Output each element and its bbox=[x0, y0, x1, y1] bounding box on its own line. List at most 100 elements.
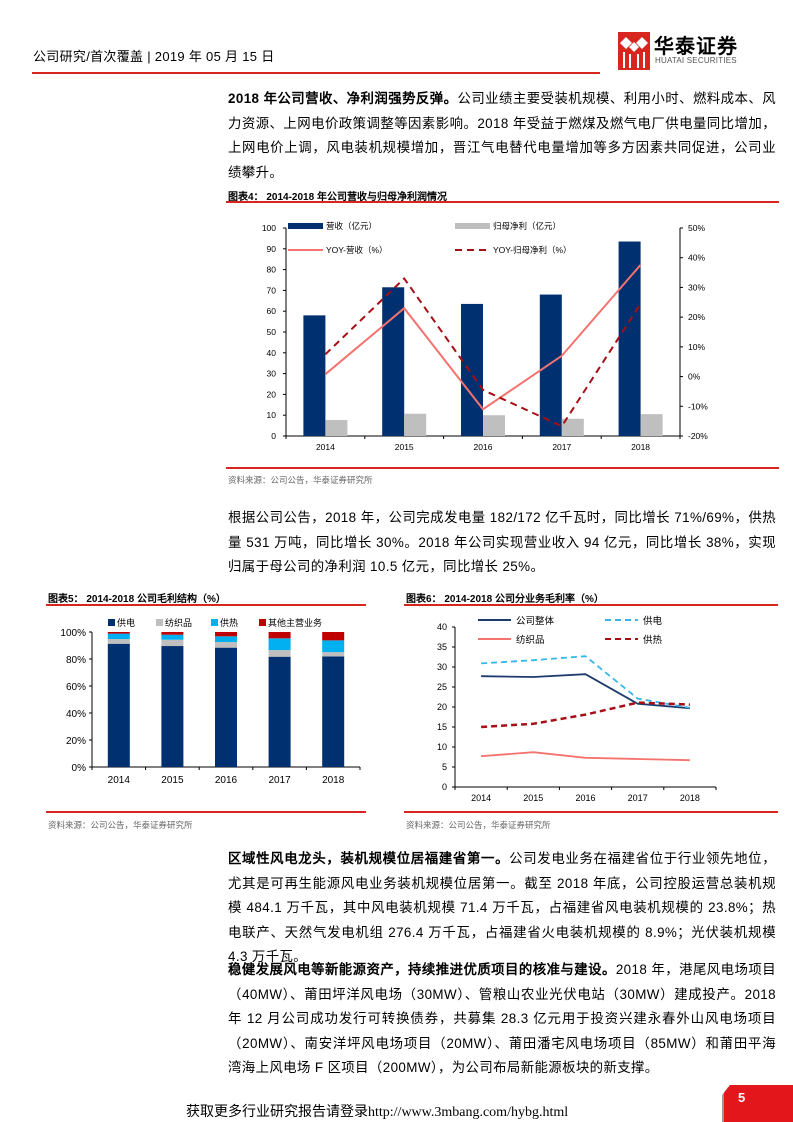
chart-revenue-netprofit: 0 10 20 30 40 50 60 70 80 90 100 -20% -10% 0% 10% 20% 30… bbox=[230, 210, 710, 460]
svg-text:15: 15 bbox=[437, 722, 447, 732]
figure-6-source: 资料来源：公司公告，华泰证券研究所 bbox=[406, 820, 551, 830]
figure-4-title: 图表4： 2014-2018 年公司营收与归母净利润情况 bbox=[228, 192, 447, 203]
svg-text:25: 25 bbox=[437, 682, 447, 692]
svg-text:35: 35 bbox=[437, 642, 447, 652]
svg-text:2018: 2018 bbox=[680, 793, 700, 803]
figure-6-title: 图表6： 2014-2018 公司分业务毛利率（%） bbox=[406, 594, 604, 605]
svg-text:2017: 2017 bbox=[628, 793, 648, 803]
svg-text:40%: 40% bbox=[66, 709, 86, 720]
svg-text:YOY-营收（%）: YOY-营收（%） bbox=[326, 245, 388, 255]
line-chart: 0 5 10 15 20 25 30 35 40 2014 2015 2016 2017 2018 公司整体… bbox=[437, 615, 717, 803]
svg-text:20: 20 bbox=[437, 702, 447, 712]
svg-text:纺织品: 纺织品 bbox=[516, 634, 545, 646]
svg-text:2015: 2015 bbox=[523, 793, 543, 803]
svg-text:80%: 80% bbox=[66, 655, 86, 666]
svg-text:40: 40 bbox=[267, 348, 277, 358]
figure-5-title: 图表5： 2014-2018 公司毛利结构（%） bbox=[48, 594, 226, 605]
svg-text:2016: 2016 bbox=[575, 793, 595, 803]
svg-text:100%: 100% bbox=[60, 628, 86, 639]
paragraph-body: 2018 年，港尾风电场项目（40MW）、莆田坪洋风电场（30MW）、管粮山农业… bbox=[228, 962, 776, 1075]
svg-text:2014: 2014 bbox=[108, 775, 131, 786]
paragraph-heading: 2018 年公司营收、净利润强势反弹。 bbox=[228, 91, 458, 106]
footer-download-link[interactable]: 获取更多行业研究报告请登录http://www.3mbang.com/hybg.… bbox=[186, 1105, 569, 1120]
svg-text:0%: 0% bbox=[688, 372, 701, 382]
svg-text:70: 70 bbox=[267, 285, 277, 295]
svg-text:2018: 2018 bbox=[322, 775, 345, 786]
combo-bar-line-chart: 0 10 20 30 40 50 60 70 80 90 100 -20% -10% 0% 10% 20% 30… bbox=[262, 221, 708, 452]
svg-text:2015: 2015 bbox=[395, 442, 414, 452]
svg-text:供热: 供热 bbox=[220, 617, 238, 628]
svg-text:100: 100 bbox=[262, 223, 276, 233]
paragraph-body: 公司发电业务在福建省位于行业领先地位，尤其是可再生能源风电业务装机规模位居第一。… bbox=[228, 851, 776, 964]
svg-text:-10%: -10% bbox=[688, 401, 708, 411]
svg-text:30: 30 bbox=[267, 369, 277, 379]
svg-text:20%: 20% bbox=[66, 736, 86, 747]
figure-5-source: 资料来源：公司公告，华泰证券研究所 bbox=[48, 820, 193, 830]
svg-text:10%: 10% bbox=[688, 342, 705, 352]
huatai-logo: 华泰证券 HUATAI SECURITIES bbox=[618, 32, 778, 72]
paragraph-regional-wind-leader: 区域性风电龙头，装机规模位居福建省第一。公司发电业务在福建省位于行业领先地位，尤… bbox=[228, 847, 776, 970]
svg-text:30: 30 bbox=[437, 662, 447, 672]
svg-text:YOY-归母净利（%）: YOY-归母净利（%） bbox=[493, 245, 572, 255]
svg-text:2015: 2015 bbox=[161, 775, 184, 786]
huatai-logo-icon bbox=[618, 32, 650, 70]
svg-text:其他主营业务: 其他主营业务 bbox=[268, 617, 322, 628]
paragraph-revenue-rebound: 2018 年公司营收、净利润强势反弹。公司业绩主要受装机规模、利用小时、燃料成本… bbox=[228, 87, 776, 185]
figure-6-bottom-divider bbox=[404, 811, 778, 813]
svg-text:纺织品: 纺织品 bbox=[165, 617, 192, 628]
paragraph-heading: 稳健发展风电等新能源资产，持续推进优质项目的核准与建设。 bbox=[228, 962, 616, 977]
svg-text:80: 80 bbox=[267, 265, 277, 275]
svg-text:0: 0 bbox=[271, 431, 276, 441]
svg-text:0%: 0% bbox=[72, 763, 87, 774]
figure-5-divider bbox=[46, 604, 366, 606]
paragraph-body: 根据公司公告，2018 年，公司完成发电量 182/172 亿千瓦时，同比增长 … bbox=[228, 510, 776, 574]
svg-text:30%: 30% bbox=[688, 282, 705, 292]
svg-text:0: 0 bbox=[442, 782, 447, 792]
svg-text:20%: 20% bbox=[688, 312, 705, 322]
figure-6-divider bbox=[404, 604, 778, 606]
page-tab-shape bbox=[722, 1085, 793, 1122]
svg-text:2017: 2017 bbox=[552, 442, 571, 452]
svg-text:供电: 供电 bbox=[117, 617, 135, 628]
svg-text:50: 50 bbox=[267, 327, 277, 337]
chart-gross-profit-structure: 0% 20% 40% 60% 80% 100% 2014 2015 2016 2017 2018 供电… bbox=[40, 612, 380, 807]
svg-text:-20%: -20% bbox=[688, 431, 708, 441]
svg-text:40: 40 bbox=[437, 622, 447, 632]
header-breadcrumb: 公司研究/首次覆盖 | 2019 年 05 月 15 日 bbox=[33, 49, 275, 64]
svg-text:2016: 2016 bbox=[215, 775, 238, 786]
svg-text:10: 10 bbox=[267, 410, 277, 420]
svg-text:归母净利（亿元）: 归母净利（亿元） bbox=[493, 221, 561, 231]
svg-text:40%: 40% bbox=[688, 253, 705, 263]
chart-gross-margin-by-segment: 0 5 10 15 20 25 30 35 40 2014 2015 2016 2017 2018 公司整体… bbox=[400, 612, 730, 807]
svg-text:60: 60 bbox=[267, 306, 277, 316]
svg-text:2014: 2014 bbox=[316, 442, 335, 452]
svg-text:2018: 2018 bbox=[631, 442, 650, 452]
svg-text:50%: 50% bbox=[688, 223, 705, 233]
stacked-bar-chart: 0% 20% 40% 60% 80% 100% 2014 2015 2016 2017 2018 供电… bbox=[60, 617, 361, 786]
figure-4-bottom-divider bbox=[226, 467, 779, 469]
figure-4-divider bbox=[226, 201, 779, 203]
svg-text:10: 10 bbox=[437, 742, 447, 752]
figure-4-source: 资料来源：公司公告，华泰证券研究所 bbox=[228, 475, 373, 485]
svg-text:供热: 供热 bbox=[643, 634, 663, 646]
svg-text:公司整体: 公司整体 bbox=[516, 615, 555, 627]
svg-text:2014: 2014 bbox=[471, 793, 491, 803]
paragraph-2018-results: 根据公司公告，2018 年，公司完成发电量 182/172 亿千瓦时，同比增长 … bbox=[228, 506, 776, 580]
page-number-tab: 5 bbox=[722, 1085, 793, 1122]
svg-text:90: 90 bbox=[267, 244, 277, 254]
paragraph-heading: 区域性风电龙头，装机规模位居福建省第一。 bbox=[228, 851, 510, 866]
page-number: 5 bbox=[738, 1090, 746, 1105]
svg-text:2017: 2017 bbox=[268, 775, 291, 786]
logo-english: HUATAI SECURITIES bbox=[655, 56, 737, 65]
svg-text:60%: 60% bbox=[66, 682, 86, 693]
paragraph-body: 公司业绩主要受装机规模、利用小时、燃料成本、风力资源、上网电价政策调整等因素影响… bbox=[228, 91, 776, 180]
svg-text:20: 20 bbox=[267, 389, 277, 399]
header-divider bbox=[32, 72, 600, 74]
paragraph-new-energy-assets: 稳健发展风电等新能源资产，持续推进优质项目的核准与建设。2018 年，港尾风电场… bbox=[228, 958, 776, 1081]
svg-text:营收（亿元）: 营收（亿元） bbox=[326, 221, 377, 231]
logo-chinese: 华泰证券 bbox=[654, 36, 738, 58]
figure-5-bottom-divider bbox=[46, 811, 366, 813]
svg-text:供电: 供电 bbox=[643, 615, 663, 627]
svg-text:5: 5 bbox=[442, 762, 447, 772]
svg-text:2016: 2016 bbox=[474, 442, 493, 452]
